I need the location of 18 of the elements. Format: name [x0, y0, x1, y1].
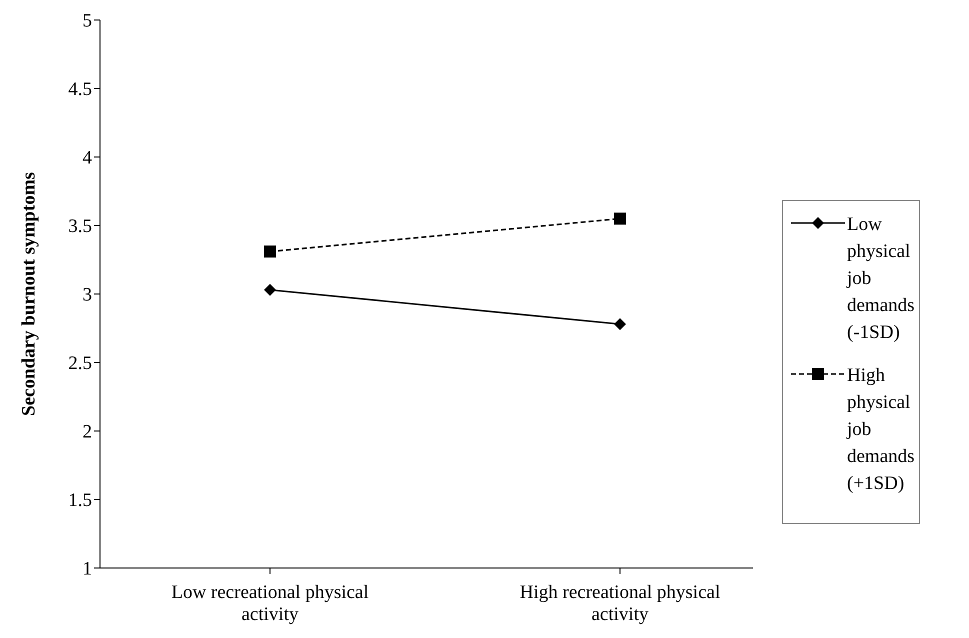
y-tick-label: 3: [82, 284, 92, 306]
x-tick-label: Low recreational physical activity: [171, 582, 369, 625]
point: [264, 284, 276, 296]
y-tick-label: 2.5: [68, 353, 92, 374]
point: [264, 246, 276, 258]
legend-label: High physical job demands (+1SD): [847, 364, 916, 496]
y-tick-label: 1: [82, 558, 92, 580]
y-tick-label: 3.5: [68, 216, 92, 238]
y-tick-label: 4.5: [68, 79, 92, 100]
y-tick-label: 2: [82, 422, 92, 443]
y-tick-label: 1.5: [68, 490, 92, 512]
y-tick-label: 5: [82, 10, 92, 32]
x-tick-label: High recreational physical activity: [520, 582, 720, 625]
legend-label: Low physical job demands (-1SD): [847, 213, 916, 345]
y-tick-label: 4: [82, 148, 92, 169]
y-axis-title: Secondary burnout symptoms: [18, 172, 40, 416]
point: [614, 212, 626, 225]
point: [614, 318, 626, 330]
